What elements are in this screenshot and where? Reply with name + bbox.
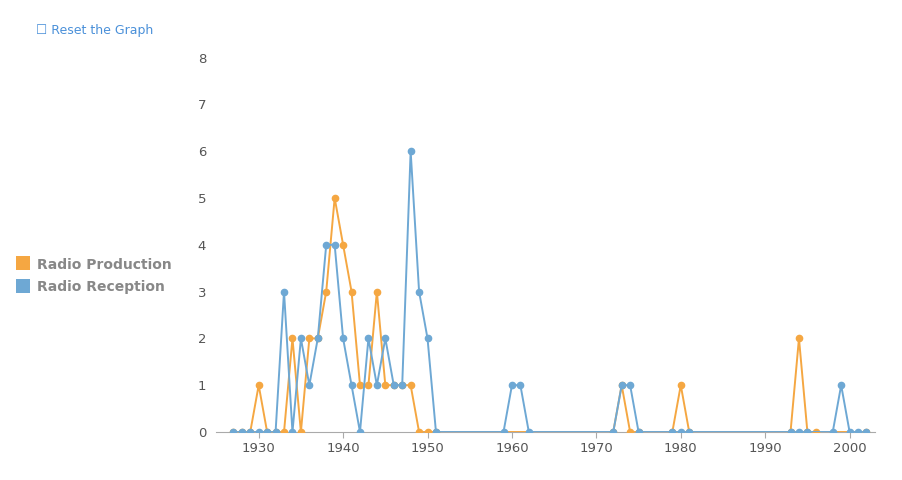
Radio Production [262,429,272,435]
Line: Radio Reception: Radio Reception [230,148,870,435]
Radio Reception [405,148,416,154]
Radio Production [802,429,813,435]
Radio Production [253,382,264,388]
Radio Production [346,289,357,295]
Radio Reception [785,429,796,435]
Radio Production [414,429,425,435]
Radio Reception [676,429,686,435]
Radio Reception [279,289,290,295]
Radio Reception [236,429,247,435]
Radio Reception [515,382,526,388]
Radio Reception [507,382,518,388]
Radio Production [287,336,298,341]
Radio Reception [684,429,695,435]
Radio Production [785,429,796,435]
Radio Reception [861,429,872,435]
Radio Reception [608,429,619,435]
Radio Reception [262,429,272,435]
Radio Production [236,429,247,435]
Radio Reception [329,242,340,248]
Radio Reception [321,242,332,248]
Radio Reception [312,336,323,341]
Radio Reception [498,429,509,435]
Radio Reception [372,382,382,388]
Radio Reception [337,336,348,341]
Radio Production [271,429,281,435]
Radio Reception [253,429,264,435]
Radio Production [676,382,686,388]
Radio Production [312,336,323,341]
Radio Reception [304,382,315,388]
Line: Radio Production: Radio Production [230,195,870,435]
Radio Reception [844,429,855,435]
Radio Production [304,336,315,341]
Radio Production [430,429,441,435]
Radio Reception [228,429,239,435]
Radio Production [684,429,695,435]
Radio Production [397,382,408,388]
Radio Reception [346,382,357,388]
Radio Production [321,289,332,295]
Radio Production [625,429,636,435]
Radio Production [329,195,340,201]
Radio Production [861,429,872,435]
Radio Production [633,429,644,435]
Radio Production [389,382,400,388]
Radio Reception [244,429,255,435]
Radio Reception [523,429,534,435]
Radio Reception [389,382,400,388]
Legend: Radio Production, Radio Reception: Radio Production, Radio Reception [16,258,171,294]
Radio Production [296,429,307,435]
Radio Reception [422,336,433,341]
Radio Production [244,429,255,435]
Radio Reception [354,429,365,435]
Radio Reception [414,289,425,295]
Radio Reception [852,429,863,435]
Radio Production [279,429,290,435]
Radio Production [372,289,382,295]
Radio Production [616,382,627,388]
Radio Reception [296,336,307,341]
Radio Reception [836,382,847,388]
Radio Production [608,429,619,435]
Radio Production [810,429,821,435]
Radio Reception [616,382,627,388]
Radio Reception [633,429,644,435]
Radio Reception [827,429,838,435]
Radio Production [354,382,365,388]
Radio Production [422,429,433,435]
Radio Reception [287,429,298,435]
Radio Reception [430,429,441,435]
Radio Reception [625,382,636,388]
Radio Production [380,382,391,388]
Radio Production [794,336,805,341]
Radio Production [337,242,348,248]
Radio Production [667,429,677,435]
Radio Reception [667,429,677,435]
Radio Production [228,429,239,435]
Text: ☐ Reset the Graph: ☐ Reset the Graph [36,24,153,37]
Radio Reception [380,336,391,341]
Radio Production [405,382,416,388]
Radio Reception [397,382,408,388]
Radio Reception [363,336,373,341]
Radio Reception [794,429,805,435]
Radio Production [363,382,373,388]
Radio Reception [802,429,813,435]
Radio Reception [271,429,281,435]
